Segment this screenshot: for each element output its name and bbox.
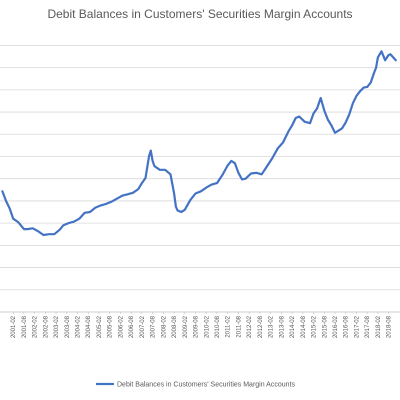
x-tick-label: 2005-02 bbox=[97, 315, 103, 338]
x-tick-label: 2001-02 bbox=[11, 315, 17, 338]
x-tick-label: 2010-02 bbox=[204, 315, 210, 338]
x-tick-label: 2015-08 bbox=[322, 315, 328, 338]
legend-label: Debit Balances in Customers' Securities … bbox=[117, 382, 295, 389]
x-tick-label: 2003-02 bbox=[54, 315, 60, 338]
x-tick-label: 2001-08 bbox=[22, 315, 28, 338]
x-tick-label: 2014-02 bbox=[290, 315, 296, 338]
x-tick-label: 2002-08 bbox=[43, 315, 49, 338]
x-tick-label: 2017-08 bbox=[365, 315, 371, 338]
x-tick-label: 2012-02 bbox=[247, 315, 253, 338]
x-tick-label: 2004-02 bbox=[76, 315, 82, 338]
x-tick-label: 2017-02 bbox=[354, 315, 360, 338]
x-tick-label: 2008-02 bbox=[161, 315, 167, 338]
x-tick-label: 2011-08 bbox=[236, 315, 242, 337]
x-tick-label: 2018-08 bbox=[387, 315, 393, 338]
x-tick-label: 2016-08 bbox=[344, 315, 350, 338]
x-tick-label: 2008-08 bbox=[172, 315, 178, 338]
x-tick-label: 2013-02 bbox=[269, 315, 275, 338]
x-tick-label: 2015-02 bbox=[312, 315, 318, 338]
x-tick-label: 2014-08 bbox=[301, 315, 307, 338]
series-line bbox=[1, 50, 397, 237]
x-tick-label: 2007-08 bbox=[151, 315, 157, 338]
x-tick-label: 2010-08 bbox=[215, 315, 221, 338]
x-tick-label: 2018-02 bbox=[376, 315, 382, 338]
x-tick-label: 2006-02 bbox=[118, 315, 124, 338]
x-tick-label: 2004-08 bbox=[86, 315, 92, 338]
x-tick-label: 2009-08 bbox=[194, 315, 200, 338]
x-tick-label: 2016-02 bbox=[333, 315, 339, 338]
x-tick-label: 2003-08 bbox=[65, 315, 71, 338]
x-tick-label: 2011-02 bbox=[226, 315, 232, 337]
x-tick-label: 2006-08 bbox=[129, 315, 135, 338]
chart-title: Debit Balances in Customers' Securities … bbox=[47, 7, 353, 21]
x-tick-label: 2009-02 bbox=[183, 315, 189, 338]
x-tick-label: 2012-08 bbox=[258, 315, 264, 338]
x-tick-label: 2005-08 bbox=[108, 315, 114, 338]
x-tick-label: 2013-08 bbox=[279, 315, 285, 338]
x-tick-label: 2007-02 bbox=[140, 315, 146, 338]
x-tick-label: 2002-02 bbox=[33, 315, 39, 338]
